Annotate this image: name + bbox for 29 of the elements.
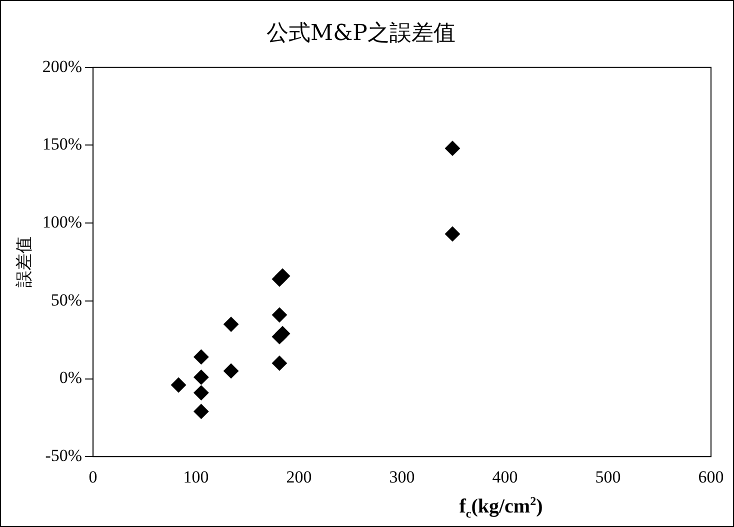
y-tick-label: 200% <box>42 56 82 76</box>
y-tick-label: 100% <box>42 212 82 232</box>
point <box>194 385 209 400</box>
point <box>272 307 287 322</box>
point <box>171 377 186 392</box>
point <box>275 268 290 284</box>
point <box>194 349 209 364</box>
point <box>194 404 209 419</box>
point <box>444 140 460 156</box>
point <box>224 316 239 332</box>
y-tick-label: 50% <box>50 290 82 310</box>
point <box>224 363 239 378</box>
point <box>444 226 460 242</box>
y-tick-label: 0% <box>59 368 82 388</box>
x-tick-label: 600 <box>698 467 724 486</box>
x-tick-label: 200 <box>286 467 312 486</box>
x-tick-label: 400 <box>492 467 518 486</box>
point <box>194 370 209 385</box>
point <box>275 326 290 342</box>
x-tick-label: 100 <box>183 467 209 486</box>
chart-title: 公式M&P之誤差值 <box>266 20 456 46</box>
y-axis-title: 誤差值 <box>14 236 35 288</box>
y-tick-label: 150% <box>42 134 82 154</box>
x-tick-label: 500 <box>595 467 621 486</box>
x-tick-label: 0 <box>88 467 98 486</box>
x-axis-title: f$_{c}$(kg/cm$^{2}$) <box>458 494 544 522</box>
x-tick-label: 300 <box>389 467 415 486</box>
point <box>272 356 287 371</box>
y-tick-label: -50% <box>45 446 82 466</box>
